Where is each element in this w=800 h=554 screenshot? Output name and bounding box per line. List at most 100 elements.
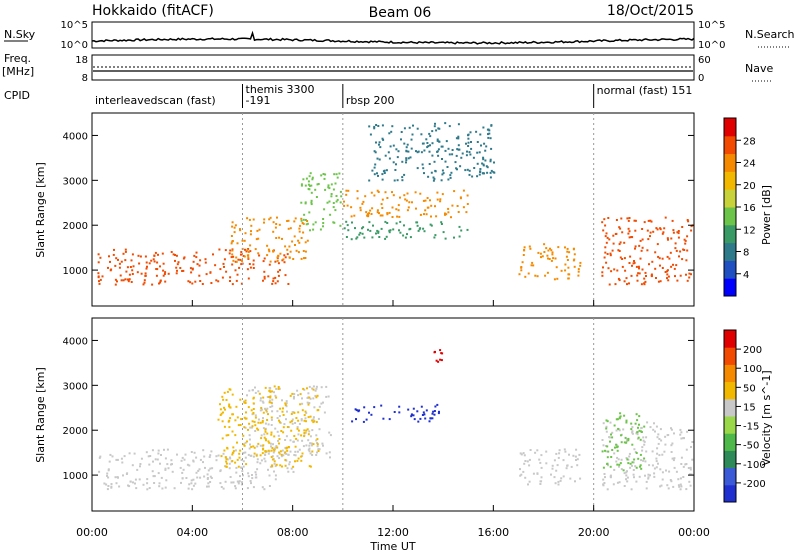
scatter-point	[249, 443, 251, 446]
scatter-point	[286, 446, 288, 449]
scatter-point	[259, 399, 262, 402]
scatter-point	[631, 443, 634, 446]
scatter-point	[270, 418, 273, 421]
scatter-point	[277, 386, 280, 388]
scatter-point	[570, 465, 573, 468]
scatter-point	[417, 150, 420, 153]
scatter-point	[214, 264, 217, 267]
scatter-point	[240, 282, 243, 285]
scatter-point	[284, 459, 287, 461]
colorbar-tick-label: 16	[743, 203, 756, 214]
scatter-point	[162, 274, 165, 277]
scatter-point	[626, 470, 628, 473]
scatter-point	[353, 214, 356, 217]
scatter-point	[264, 422, 267, 425]
scatter-point	[277, 387, 280, 390]
scatter-point	[689, 484, 692, 487]
scatter-point	[627, 439, 630, 442]
scatter-point	[122, 252, 125, 255]
y-tick-label: 3000	[63, 176, 88, 187]
colorbar-swatch	[724, 364, 736, 383]
scatter-point	[556, 277, 559, 280]
scatter-point	[291, 240, 294, 243]
scatter-point	[292, 440, 295, 443]
scatter-point	[231, 460, 234, 462]
scatter-point	[282, 414, 285, 416]
scatter-point	[400, 131, 403, 133]
scatter-point	[286, 253, 289, 256]
scatter-point	[270, 424, 273, 426]
scatter-point	[407, 157, 410, 160]
scatter-point	[346, 224, 349, 227]
scatter-point	[301, 409, 304, 412]
scatter-point	[433, 236, 436, 239]
scatter-point	[376, 229, 379, 232]
scatter-point	[283, 423, 286, 426]
scatter-point	[677, 232, 680, 235]
scatter-point	[118, 485, 121, 488]
scatter-point	[300, 217, 303, 220]
scatter-point	[298, 448, 301, 451]
scatter-point	[303, 432, 306, 434]
scatter-point	[466, 194, 469, 197]
scatter-point	[300, 459, 303, 462]
scatter-point	[639, 465, 641, 468]
scatter-point	[274, 282, 277, 285]
scatter-point	[135, 487, 138, 490]
scatter-point	[157, 452, 160, 455]
scatter-point	[539, 480, 542, 483]
scatter-point	[393, 179, 396, 182]
scatter-point	[354, 408, 357, 411]
scatter-point	[560, 477, 563, 480]
scatter-point	[638, 415, 641, 418]
scatter-point	[125, 473, 128, 475]
scatter-point	[567, 266, 570, 269]
scatter-point	[254, 248, 257, 251]
scatter-point	[575, 459, 577, 461]
scatter-point	[427, 175, 430, 178]
scatter-point	[274, 446, 277, 449]
scatter-point	[312, 388, 315, 391]
scatter-point	[482, 158, 485, 161]
scatter-point	[274, 276, 277, 279]
scatter-point	[562, 459, 565, 462]
scatter-point	[317, 450, 320, 452]
scatter-point	[440, 359, 443, 362]
scatter-point	[666, 255, 669, 258]
scatter-point	[231, 221, 234, 224]
scatter-point	[257, 442, 260, 445]
scatter-point	[270, 416, 273, 419]
scatter-point	[417, 229, 420, 232]
scatter-point	[627, 232, 630, 235]
scatter-point	[180, 459, 183, 462]
scatter-point	[247, 256, 250, 259]
scatter-point	[362, 226, 365, 229]
scatter-point	[224, 249, 227, 252]
scatter-point	[115, 482, 118, 485]
scatter-point	[284, 256, 287, 259]
scatter-point	[622, 469, 625, 472]
scatter-point	[638, 272, 641, 275]
scatter-point	[493, 161, 495, 164]
scatter-point	[378, 212, 380, 215]
scatter-point	[685, 259, 688, 262]
scatter-point	[350, 206, 353, 209]
scatter-point	[231, 283, 234, 286]
scatter-point	[547, 257, 549, 260]
scatter-point	[282, 258, 285, 261]
colorbar-swatch	[724, 467, 736, 486]
scatter-point	[486, 128, 489, 131]
scatter-point	[246, 254, 249, 257]
scatter-point	[268, 396, 271, 398]
scatter-point	[171, 470, 174, 473]
colorbar-tick-label: 4	[743, 270, 749, 281]
scatter-point	[280, 455, 283, 458]
scatter-point	[671, 219, 674, 222]
scatter-point	[245, 250, 248, 253]
scatter-point	[182, 257, 185, 260]
scatter-point	[395, 148, 398, 151]
scatter-point	[631, 464, 633, 467]
scatter-point	[658, 257, 661, 260]
scatter-point	[519, 452, 522, 455]
scatter-point	[373, 194, 376, 197]
